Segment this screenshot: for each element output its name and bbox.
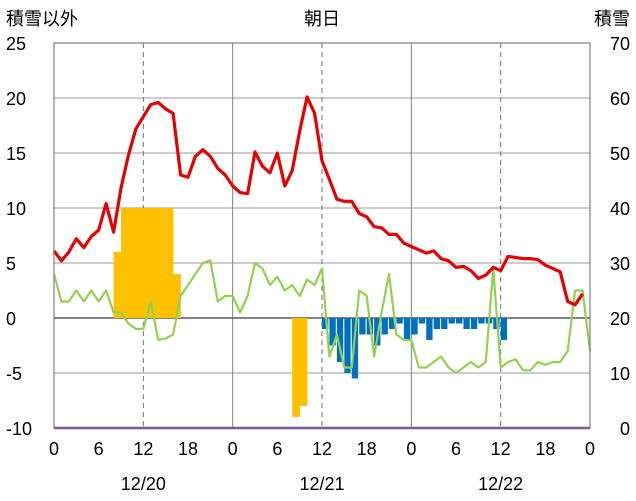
- right-tick-label: 40: [610, 199, 630, 219]
- x-tick-label: 0: [585, 439, 595, 459]
- plot-border: [53, 42, 591, 429]
- snowfall-bar: [150, 208, 159, 318]
- left-tick-label: 15: [6, 144, 26, 164]
- x-tick-label: 12: [312, 439, 332, 459]
- right-tick-label: 70: [610, 34, 630, 54]
- snow-decrease-bar: [433, 318, 440, 329]
- snow-decrease-bar: [381, 318, 388, 335]
- left-tick-label: 25: [6, 34, 26, 54]
- snow-decrease-bar: [418, 318, 426, 324]
- snow-decrease-bar: [351, 318, 359, 379]
- snow-decrease-bar: [426, 318, 433, 340]
- plot-frame: [53, 42, 591, 429]
- x-tick-label: 18: [535, 439, 555, 459]
- right-tick-label: 60: [610, 89, 630, 109]
- bars-layer: [113, 208, 507, 417]
- snow-decrease-bar: [411, 318, 418, 335]
- right-tick-label: 0: [620, 419, 630, 439]
- snow-decrease-bar: [463, 318, 470, 329]
- snowfall-bar: [128, 208, 137, 318]
- x-tick-label: 12: [133, 439, 153, 459]
- snowfall-bar: [292, 318, 300, 417]
- x-tick-label: 6: [94, 439, 104, 459]
- date-label: 12/20: [121, 474, 166, 494]
- snow-depth-line: [52, 259, 592, 375]
- snowfall-bar: [158, 208, 166, 318]
- x-tick-label: 18: [357, 439, 377, 459]
- right-tick-label: 20: [610, 309, 630, 329]
- snow-decrease-bar: [344, 318, 351, 373]
- left-tick-label: 5: [6, 254, 16, 274]
- snow-decrease-bar: [470, 318, 478, 329]
- x-tick-label: 12: [491, 439, 511, 459]
- x-tick-label: 18: [178, 439, 198, 459]
- date-label: 12/21: [299, 474, 344, 494]
- x-tick-label: 0: [228, 439, 238, 459]
- snow-decrease-bar: [329, 318, 336, 346]
- left-tick-label: 20: [6, 89, 26, 109]
- x-tick-label: 0: [49, 439, 59, 459]
- left-axis-title: 積雪以外: [6, 9, 78, 29]
- snow-decrease-bar: [441, 318, 448, 329]
- left-tick-label: -5: [6, 364, 22, 384]
- snow-decrease-bar: [396, 318, 403, 324]
- x-tick-label: 0: [406, 439, 416, 459]
- left-tick-label: -10: [6, 419, 32, 439]
- chart-title: 朝日: [304, 9, 340, 29]
- date-label: 12/22: [478, 474, 523, 494]
- snow-decrease-bar: [389, 318, 396, 329]
- right-tick-label: 10: [610, 364, 630, 384]
- snow-decrease-bar: [359, 318, 366, 335]
- snow-decrease-bar: [456, 318, 463, 324]
- snow-decrease-bar: [336, 318, 344, 362]
- right-tick-label: 30: [610, 254, 630, 274]
- snow-decrease-bar: [500, 318, 507, 340]
- right-tick-label: 50: [610, 144, 630, 164]
- snowfall-bar: [135, 208, 144, 318]
- snowfall-bar: [173, 274, 181, 318]
- x-tick-label: 6: [451, 439, 461, 459]
- snowfall-bar: [143, 208, 152, 318]
- x-tick-label: 6: [272, 439, 282, 459]
- snowfall-bar: [299, 318, 308, 406]
- snowfall-bar: [121, 208, 129, 318]
- snow-decrease-bar: [403, 318, 411, 340]
- left-tick-label: 0: [6, 309, 16, 329]
- snow-decrease-bar: [448, 318, 455, 324]
- snow-decrease-bar: [322, 318, 329, 329]
- snowfall-bar: [113, 252, 122, 318]
- snow-decrease-bar: [478, 318, 485, 324]
- left-tick-label: 10: [6, 199, 26, 219]
- right-axis-title: 積雪: [594, 9, 630, 29]
- snowfall-bar: [165, 208, 174, 318]
- temperature-line: [52, 95, 584, 307]
